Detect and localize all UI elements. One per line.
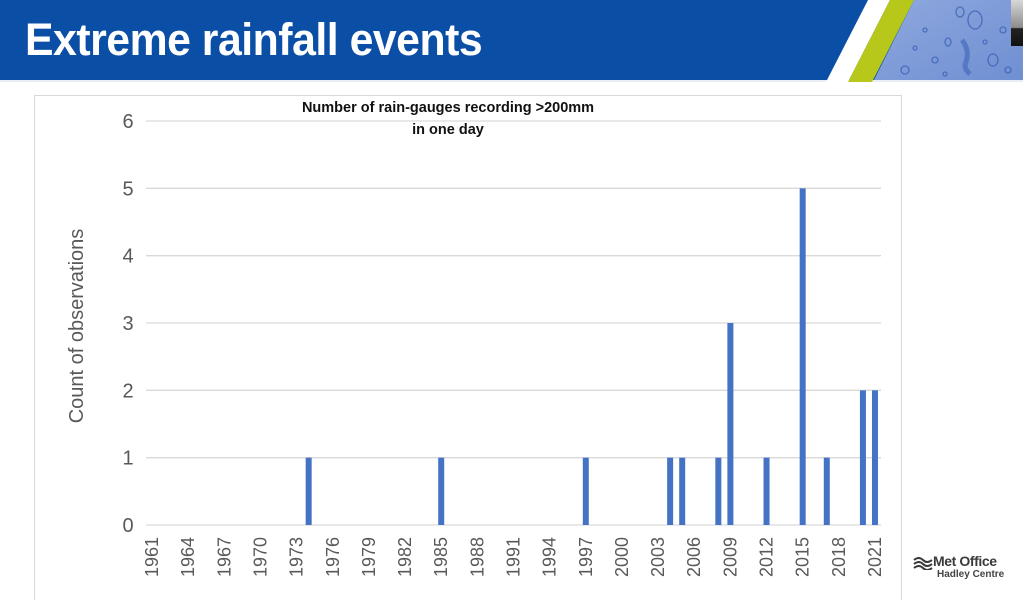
x-tick-label: 2003 — [648, 537, 668, 577]
water-drops — [900, 6, 1012, 77]
y-tick-label: 1 — [122, 448, 133, 470]
bar-2015 — [799, 188, 806, 526]
x-tick-label: 1970 — [250, 537, 270, 577]
x-tick-label: 1994 — [540, 537, 560, 577]
bar-1974 — [305, 457, 312, 525]
header-white-stripe — [826, 0, 890, 82]
bar-2021 — [871, 390, 878, 525]
webcam-thumbnail — [1011, 0, 1023, 46]
bar-2017 — [823, 457, 830, 525]
x-tick-label: 1982 — [395, 537, 415, 577]
y-tick-label: 3 — [122, 313, 133, 335]
y-tick-label: 2 — [122, 380, 133, 402]
met-office-logo: Met Office Hadley Centre — [913, 553, 1018, 583]
bar-2012 — [763, 457, 770, 525]
header-underline — [0, 80, 1023, 82]
header-photo-background — [874, 0, 1023, 80]
y-tick-label: 4 — [122, 246, 133, 268]
y-tick-label: 0 — [122, 515, 133, 537]
chart-title-line-1: Number of rain-gauges recording >200mm — [302, 100, 594, 116]
x-tick-label: 1985 — [431, 537, 451, 577]
x-tick-label: 1967 — [214, 537, 234, 577]
x-tick-label: 2018 — [829, 537, 849, 577]
slide-header-banner: Extreme rainfall events — [0, 0, 1023, 82]
chart-title-line-2: in one day — [412, 122, 484, 138]
x-tick-label: 2012 — [757, 537, 777, 577]
rain-drops-photo — [826, 0, 1023, 82]
y-tick-label: 6 — [122, 111, 133, 133]
x-tick-label: 2009 — [720, 537, 740, 577]
bar-1985 — [438, 457, 445, 525]
slide-title: Extreme rainfall events — [25, 14, 483, 65]
x-tick-label: 2015 — [793, 537, 813, 577]
y-axis-label: Count of observations — [66, 229, 88, 424]
logo-text: Met Office — [933, 553, 997, 569]
y-tick-label: 5 — [122, 178, 133, 200]
bar-2004 — [667, 457, 674, 525]
bar-2008 — [715, 457, 722, 525]
x-tick-label: 1976 — [323, 537, 343, 577]
chart-frame — [34, 95, 902, 600]
x-tick-label: 2006 — [684, 537, 704, 577]
header-accent-stripe — [848, 0, 914, 82]
x-tick-label: 1991 — [504, 537, 524, 577]
x-tick-label: 1961 — [142, 537, 162, 577]
x-tick-label: 1997 — [576, 537, 596, 577]
bar-2009 — [727, 323, 734, 525]
met-office-wave-icon — [913, 557, 933, 570]
x-tick-label: 2000 — [612, 537, 632, 577]
x-tick-label: 1973 — [287, 537, 307, 577]
bar-2020 — [859, 390, 866, 525]
bar-1997 — [582, 457, 589, 525]
x-tick-label: 1964 — [178, 537, 198, 577]
logo-subtext: Hadley Centre — [937, 569, 1005, 580]
x-tick-label: 2021 — [865, 537, 885, 577]
x-tick-label: 1988 — [467, 537, 487, 577]
x-tick-label: 1979 — [359, 537, 379, 577]
bar-2005 — [679, 457, 686, 525]
